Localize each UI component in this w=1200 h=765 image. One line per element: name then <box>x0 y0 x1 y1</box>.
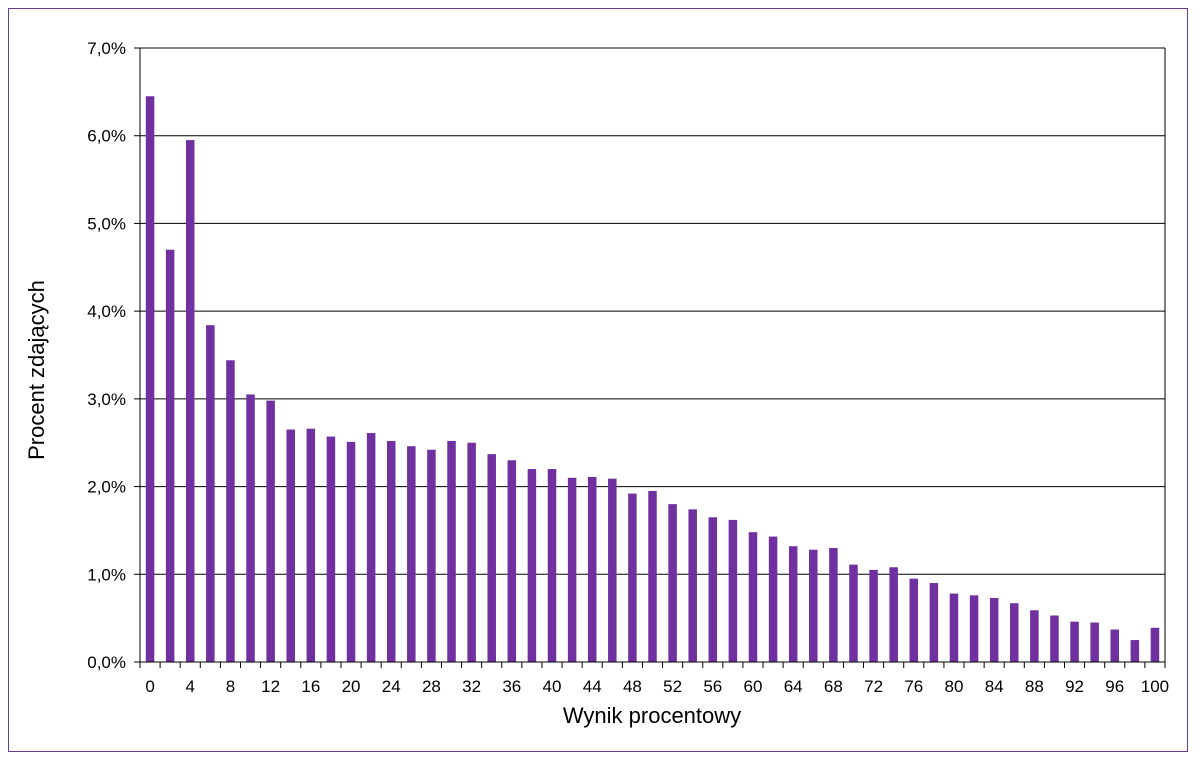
x-tick-label: 96 <box>1105 677 1124 696</box>
bar <box>1030 610 1039 662</box>
y-tick-label: 5,0% <box>87 214 126 233</box>
bar <box>507 460 517 662</box>
bar <box>849 564 858 662</box>
bar <box>206 325 215 662</box>
x-tick-labels: 0 4 8 12 16 20 24 28 32 36 40 44 48 52 56 60 64 68 72 76 80 8… <box>145 677 1169 696</box>
bar <box>306 428 316 662</box>
bar <box>608 478 617 662</box>
x-tick-label: 48 <box>623 677 642 696</box>
x-tick-label: 52 <box>663 677 682 696</box>
y-tick-label: 6,0% <box>87 127 126 146</box>
bar <box>427 449 436 662</box>
bar <box>1150 627 1160 662</box>
x-tick-label: 12 <box>261 677 280 696</box>
bar <box>788 546 798 662</box>
bar <box>326 436 336 662</box>
bar <box>266 400 275 662</box>
y-tick-label: 3,0% <box>87 390 126 409</box>
bar <box>869 569 878 662</box>
bar <box>567 477 577 662</box>
bar <box>989 597 999 662</box>
x-tick-label: 56 <box>703 677 722 696</box>
x-tick-label: 0 <box>145 677 154 696</box>
bar <box>949 593 959 662</box>
y-tick-label: 7,0% <box>87 39 126 58</box>
y-axis-title: Procent zdających <box>24 280 49 460</box>
x-tick-label: 16 <box>301 677 320 696</box>
x-tick-label: 64 <box>784 677 803 696</box>
bar <box>748 532 758 662</box>
x-tick-label: 68 <box>824 677 843 696</box>
bar <box>226 360 235 662</box>
bar <box>708 517 718 662</box>
y-tick-labels: 0,0% 1,0% 2,0% 3,0% 4,0% 5,0% 6,0% 7,0% <box>87 39 126 672</box>
x-tick-label: 72 <box>864 677 883 696</box>
bar <box>1010 603 1019 662</box>
bar <box>1070 621 1079 662</box>
y-tick-label: 4,0% <box>87 302 126 321</box>
bar <box>527 469 537 662</box>
bar <box>286 429 295 662</box>
bar <box>829 547 838 662</box>
bar <box>889 567 898 662</box>
x-tick-label: 20 <box>342 677 361 696</box>
bar <box>346 441 356 662</box>
x-tick-label: 76 <box>904 677 923 696</box>
x-tick-label: 84 <box>985 677 1004 696</box>
bars <box>145 96 1160 663</box>
bar <box>668 504 677 662</box>
bar <box>587 476 597 662</box>
y-tick-label: 1,0% <box>87 565 126 584</box>
x-tick-label: 36 <box>502 677 521 696</box>
bar <box>447 440 456 662</box>
x-tick-label: 28 <box>422 677 441 696</box>
bar <box>145 96 155 662</box>
bar <box>1130 640 1140 662</box>
x-tick-label: 32 <box>462 677 481 696</box>
bar <box>467 442 476 662</box>
bar <box>728 519 738 662</box>
y-tick-label: 2,0% <box>87 478 126 497</box>
bar <box>246 394 255 662</box>
bar <box>487 454 496 662</box>
bar <box>688 509 697 662</box>
bar <box>909 578 919 662</box>
bar <box>547 469 557 662</box>
bar <box>407 446 416 662</box>
x-tick-label: 40 <box>543 677 562 696</box>
bar <box>648 490 657 662</box>
x-tick-label: 44 <box>583 677 602 696</box>
bar <box>969 595 979 662</box>
x-tick-label: 4 <box>186 677 195 696</box>
bar <box>768 536 778 662</box>
bar <box>366 433 376 662</box>
bar <box>165 249 175 662</box>
bar <box>929 583 939 662</box>
x-tick-label: 24 <box>382 677 401 696</box>
bar <box>1110 629 1120 662</box>
bar <box>1090 622 1099 662</box>
x-tick-label: 88 <box>1025 677 1044 696</box>
bar <box>185 140 195 663</box>
bar <box>386 440 396 662</box>
x-tick-label: 92 <box>1065 677 1084 696</box>
y-tick-label: 0,0% <box>87 653 126 672</box>
axes <box>134 47 1166 668</box>
x-axis-title: Wynik procentowy <box>563 703 741 728</box>
x-tick-label: 80 <box>945 677 964 696</box>
x-tick-label: 60 <box>744 677 763 696</box>
bar <box>1050 615 1059 662</box>
bar <box>628 493 637 662</box>
x-tick-label: 100 <box>1141 677 1169 696</box>
x-tick-label: 8 <box>226 677 235 696</box>
bar <box>809 549 818 662</box>
